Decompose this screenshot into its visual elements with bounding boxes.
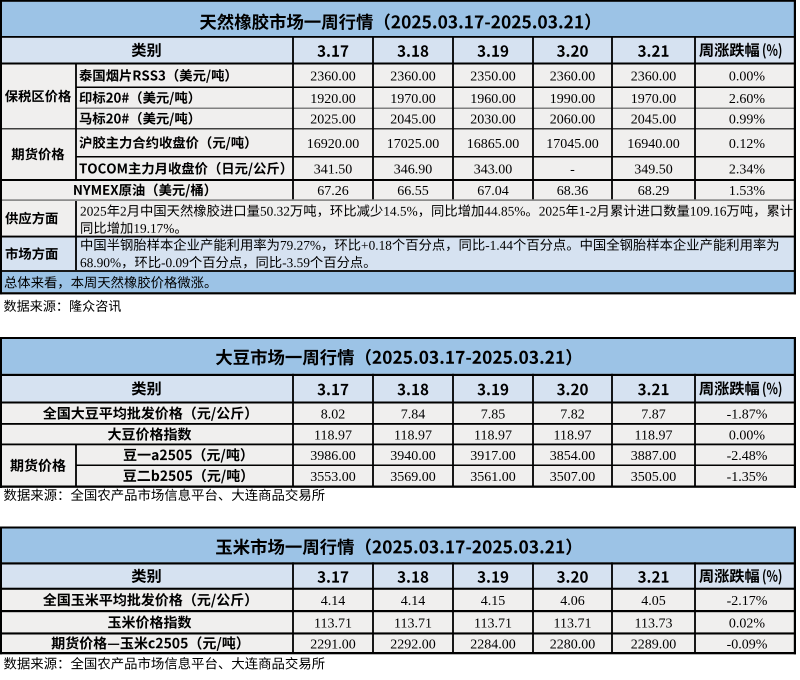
svg-text:118.97: 118.97 <box>394 429 432 444</box>
svg-text:1.53%: 1.53% <box>729 184 766 199</box>
svg-text:-: - <box>570 163 575 178</box>
svg-text:-1.87%: -1.87% <box>727 408 768 423</box>
svg-text:-2.17%: -2.17% <box>727 594 768 609</box>
svg-text:0.00%: 0.00% <box>729 429 766 444</box>
svg-text:67.26: 67.26 <box>317 184 349 199</box>
svg-text:2045.00: 2045.00 <box>390 113 436 128</box>
svg-text:7.87: 7.87 <box>641 408 666 423</box>
svg-text:7.82: 7.82 <box>560 408 585 423</box>
svg-text:1970.00: 1970.00 <box>390 92 436 107</box>
svg-text:8.02: 8.02 <box>321 408 346 423</box>
svg-text:346.90: 346.90 <box>394 163 433 178</box>
svg-text:341.50: 341.50 <box>314 163 353 178</box>
svg-text:2284.00: 2284.00 <box>470 637 516 652</box>
svg-text:-1.35%: -1.35% <box>727 470 768 485</box>
svg-text:2280.00: 2280.00 <box>550 637 596 652</box>
svg-text:2360.00: 2360.00 <box>390 70 436 85</box>
svg-text:4.15: 4.15 <box>481 594 506 609</box>
svg-text:7.85: 7.85 <box>481 408 506 423</box>
svg-text:4.14: 4.14 <box>321 594 346 609</box>
svg-text:-0.09%: -0.09% <box>727 637 768 652</box>
svg-text:2291.00: 2291.00 <box>310 637 356 652</box>
svg-text:0.00%: 0.00% <box>729 70 766 85</box>
svg-text:3887.00: 3887.00 <box>631 449 677 464</box>
svg-text:2.60%: 2.60% <box>729 92 766 107</box>
svg-text:4.05: 4.05 <box>641 594 666 609</box>
svg-text:4.06: 4.06 <box>560 594 585 609</box>
svg-text:4.14: 4.14 <box>401 594 426 609</box>
svg-text:113.71: 113.71 <box>474 617 512 632</box>
svg-text:1970.00: 1970.00 <box>631 92 677 107</box>
svg-text:17045.00: 17045.00 <box>546 137 599 152</box>
svg-text:2045.00: 2045.00 <box>631 113 677 128</box>
svg-text:17025.00: 17025.00 <box>387 137 440 152</box>
svg-text:16940.00: 16940.00 <box>627 137 680 152</box>
svg-text:3917.00: 3917.00 <box>470 449 516 464</box>
svg-text:0.02%: 0.02% <box>729 617 766 632</box>
svg-text:3507.00: 3507.00 <box>550 470 596 485</box>
svg-text:1960.00: 1960.00 <box>470 92 516 107</box>
svg-text:2.34%: 2.34% <box>729 163 766 178</box>
svg-text:349.50: 349.50 <box>634 163 673 178</box>
svg-text:2350.00: 2350.00 <box>470 70 516 85</box>
svg-text:67.04: 67.04 <box>477 184 509 199</box>
svg-text:1990.00: 1990.00 <box>550 92 596 107</box>
svg-text:113.71: 113.71 <box>394 617 432 632</box>
svg-text:16920.00: 16920.00 <box>307 137 360 152</box>
svg-text:113.73: 113.73 <box>635 617 673 632</box>
svg-text:3940.00: 3940.00 <box>390 449 436 464</box>
svg-text:2360.00: 2360.00 <box>310 70 356 85</box>
svg-text:3986.00: 3986.00 <box>310 449 356 464</box>
svg-text:113.71: 113.71 <box>314 617 352 632</box>
svg-text:343.00: 343.00 <box>474 163 513 178</box>
svg-text:-2.48%: -2.48% <box>727 449 768 464</box>
svg-text:113.71: 113.71 <box>554 617 592 632</box>
svg-text:2360.00: 2360.00 <box>631 70 677 85</box>
svg-text:2025.00: 2025.00 <box>310 113 356 128</box>
svg-text:16865.00: 16865.00 <box>467 137 520 152</box>
svg-text:68.36: 68.36 <box>557 184 589 199</box>
svg-text:3569.00: 3569.00 <box>390 470 436 485</box>
svg-text:118.97: 118.97 <box>635 429 673 444</box>
svg-text:2360.00: 2360.00 <box>550 70 596 85</box>
svg-text:3561.00: 3561.00 <box>470 470 516 485</box>
svg-text:2289.00: 2289.00 <box>631 637 677 652</box>
svg-text:66.55: 66.55 <box>397 184 429 199</box>
svg-text:2292.00: 2292.00 <box>390 637 436 652</box>
svg-text:68.29: 68.29 <box>638 184 670 199</box>
svg-text:3505.00: 3505.00 <box>631 470 677 485</box>
svg-text:2060.00: 2060.00 <box>550 113 596 128</box>
svg-text:3553.00: 3553.00 <box>310 470 356 485</box>
svg-text:3854.00: 3854.00 <box>550 449 596 464</box>
svg-text:1920.00: 1920.00 <box>310 92 356 107</box>
svg-text:118.97: 118.97 <box>314 429 352 444</box>
svg-text:118.97: 118.97 <box>474 429 512 444</box>
svg-text:2030.00: 2030.00 <box>470 113 516 128</box>
svg-text:0.99%: 0.99% <box>729 113 766 128</box>
svg-text:118.97: 118.97 <box>554 429 592 444</box>
svg-text:7.84: 7.84 <box>401 408 426 423</box>
svg-text:0.12%: 0.12% <box>729 137 766 152</box>
